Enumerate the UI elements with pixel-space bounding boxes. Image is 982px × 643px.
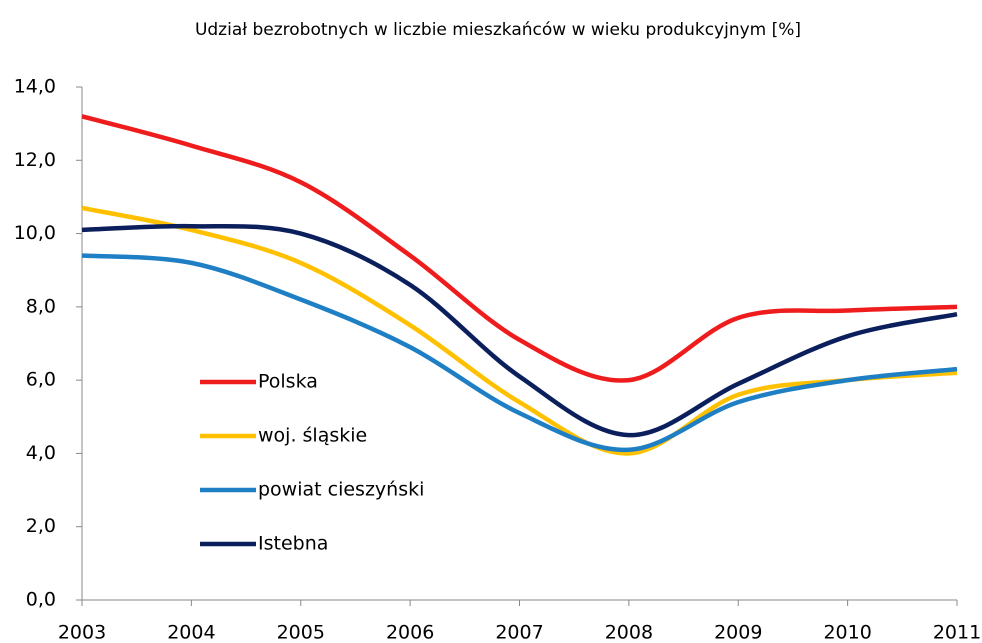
x-tick-label: 2003 — [58, 622, 106, 643]
x-tick-label: 2005 — [277, 622, 325, 643]
x-tick-label: 2011 — [933, 622, 981, 643]
x-tick-label: 2004 — [167, 622, 215, 643]
legend-label: powiat cieszyński — [258, 479, 424, 501]
series-line — [81, 205, 958, 456]
legend-label: Istebna — [258, 533, 328, 555]
chart-title: Udział bezrobotnych w liczbie mieszkańcó… — [195, 20, 801, 40]
y-tick-label: 4,0 — [26, 442, 56, 464]
y-tick-label: 10,0 — [14, 222, 56, 244]
y-tick-label: 8,0 — [26, 295, 56, 317]
x-tick-label: 2008 — [605, 622, 653, 643]
x-tick-label: 2007 — [495, 622, 543, 643]
x-tick-label: 2009 — [714, 622, 762, 643]
y-tick-label: 2,0 — [26, 515, 56, 537]
y-tick-label: 14,0 — [14, 76, 56, 98]
series-line — [81, 223, 958, 438]
legend-label: Polska — [258, 371, 318, 393]
x-tick-label: 2006 — [386, 622, 434, 643]
x-tick-label: 2010 — [823, 622, 871, 643]
series-line — [81, 253, 958, 453]
series-line — [81, 114, 958, 383]
y-tick-label: 12,0 — [14, 149, 56, 171]
y-tick-label: 6,0 — [26, 369, 56, 391]
y-tick-label: 0,0 — [26, 589, 56, 611]
legend-label: woj. śląskie — [258, 425, 367, 447]
